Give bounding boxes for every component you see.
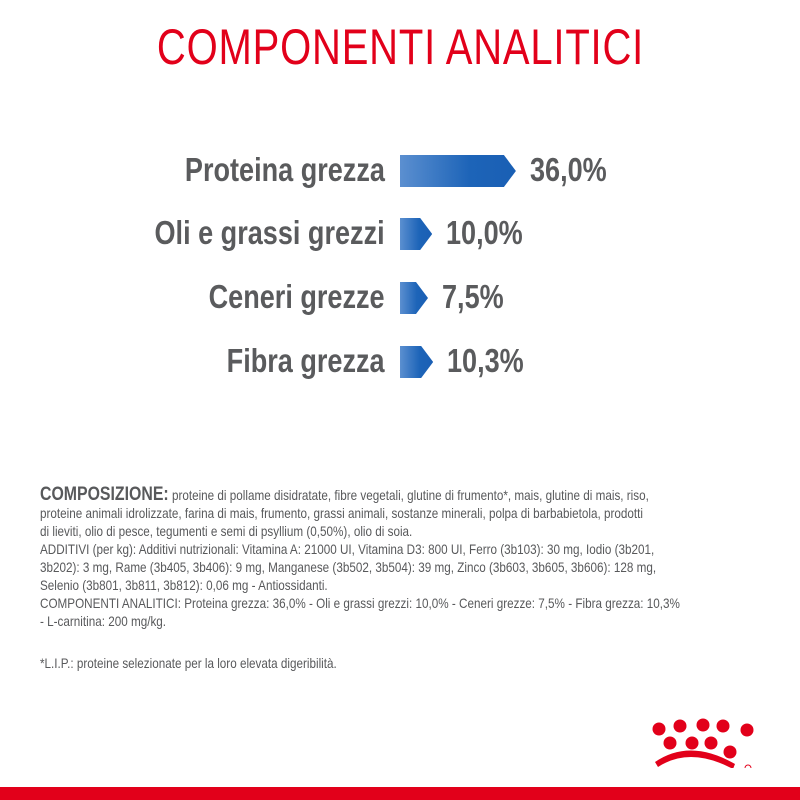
analytic-bar bbox=[400, 218, 432, 250]
analytics-summary-line: - L-carnitina: 200 mg/kg. bbox=[40, 613, 167, 629]
additives-line: Selenio (3b801, 3b811, 3b812): 0,06 mg -… bbox=[40, 577, 328, 593]
royal-canin-crown-logo bbox=[652, 718, 754, 768]
brand-footer-bar bbox=[0, 787, 800, 800]
analytics-summary-line: COMPONENTI ANALITICI: Proteina grezza: 3… bbox=[40, 595, 680, 611]
analytic-bar bbox=[400, 346, 433, 378]
composition-line: proteine animali idrolizzate, farina di … bbox=[40, 505, 644, 521]
additives-line: 3b202): 3 mg, Rame (3b405, 3b406): 9 mg,… bbox=[40, 559, 657, 575]
composition-text: COMPOSIZIONE: proteine di pollame disidr… bbox=[40, 484, 680, 630]
analytic-value: 7,5% bbox=[442, 278, 504, 315]
analytic-row-ash: Ceneri grezze 7,5% bbox=[0, 278, 800, 316]
analytic-bar bbox=[400, 282, 428, 314]
analytic-value: 10,0% bbox=[446, 214, 523, 251]
page-title: COMPONENTI ANALITICI bbox=[0, 18, 800, 76]
analytic-row-protein: Proteina grezza 36,0% bbox=[0, 151, 800, 189]
analytic-value: 10,3% bbox=[447, 342, 524, 379]
analytic-label: Fibra grezza bbox=[227, 342, 385, 379]
page-title-text: COMPONENTI ANALITICI bbox=[156, 19, 644, 75]
analytic-label: Proteina grezza bbox=[184, 151, 385, 188]
composition-line: proteine di pollame disidratate, fibre v… bbox=[168, 487, 649, 503]
analytic-bar bbox=[400, 155, 516, 187]
additives-line: ADDITIVI (per kg): Additivi nutrizionali… bbox=[40, 541, 655, 557]
analytic-value: 36,0% bbox=[529, 151, 607, 188]
analytic-label: Oli e grassi grezzi bbox=[154, 214, 385, 251]
footnote: *L.I.P.: proteine selezionate per la lor… bbox=[40, 655, 337, 671]
analytic-label: Ceneri grezze bbox=[209, 278, 385, 315]
composition-heading: COMPOSIZIONE: bbox=[40, 484, 169, 505]
composition-line: di lieviti, olio di pesce, tegumenti e s… bbox=[40, 523, 413, 539]
analytic-row-fat: Oli e grassi grezzi 10,0% bbox=[0, 214, 800, 252]
analytic-row-fiber: Fibra grezza 10,3% bbox=[0, 342, 800, 380]
